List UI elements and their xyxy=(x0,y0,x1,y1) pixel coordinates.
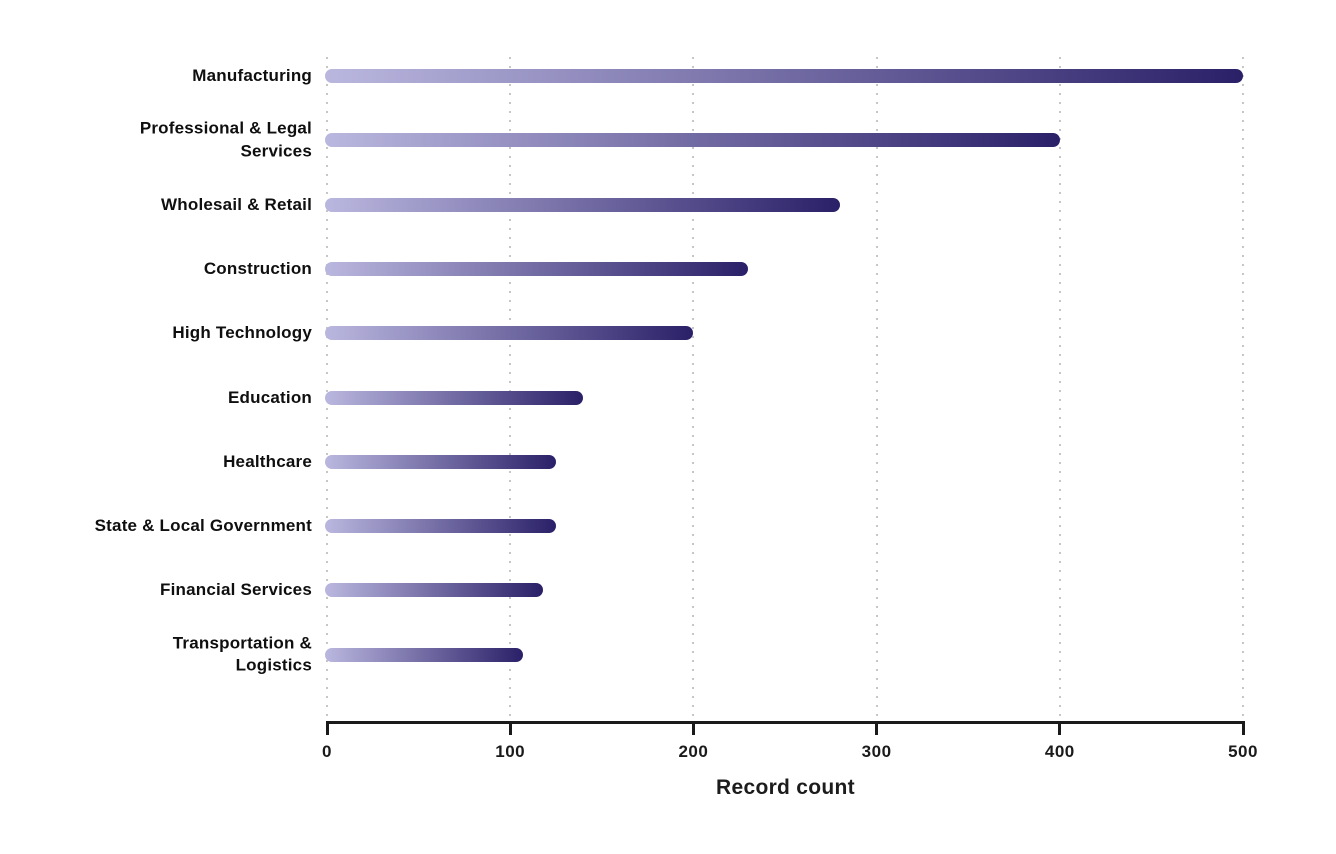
bar xyxy=(325,261,749,276)
x-axis-tick-label: 200 xyxy=(678,742,709,761)
category-label: Education xyxy=(228,387,312,407)
x-axis-tick-label: 0 xyxy=(322,742,332,761)
x-axis-tick xyxy=(1058,721,1062,735)
category-label: State & Local Government xyxy=(94,515,312,535)
category-label: Wholesail & Retail xyxy=(161,194,312,214)
bar xyxy=(325,390,584,405)
x-axis-line xyxy=(326,721,1245,724)
gridline xyxy=(875,57,878,717)
x-axis-tick-label: 400 xyxy=(1044,742,1075,761)
gridline xyxy=(326,57,328,717)
x-axis-tick xyxy=(691,721,695,735)
gridline xyxy=(692,57,695,717)
bar xyxy=(325,454,556,469)
bar xyxy=(325,647,524,662)
bar xyxy=(325,519,556,534)
bar xyxy=(325,197,840,212)
category-label: Manufacturing xyxy=(192,65,312,85)
x-axis-tick-label: 500 xyxy=(1228,742,1258,761)
bar xyxy=(325,326,694,341)
x-axis-tick-label: 300 xyxy=(861,742,892,761)
category-label: Professional & Legal Services xyxy=(139,118,312,161)
x-axis-tick xyxy=(875,721,879,735)
gridline xyxy=(1242,57,1244,717)
category-label: Healthcare xyxy=(223,451,312,471)
bar xyxy=(325,583,544,598)
gridline xyxy=(1058,57,1061,717)
category-label: High Technology xyxy=(172,322,312,342)
category-label: Financial Services xyxy=(160,580,312,600)
x-axis-tick xyxy=(508,721,512,735)
x-axis-tick xyxy=(325,721,329,735)
category-label: Construction xyxy=(203,258,312,278)
bar xyxy=(325,69,1243,83)
x-axis-title: Record count xyxy=(716,776,855,799)
bar xyxy=(325,133,1060,148)
category-label: Transportation & Logistics xyxy=(172,633,312,675)
gridline xyxy=(509,57,512,717)
x-axis-tick xyxy=(1241,721,1245,735)
x-axis-tick-label: 100 xyxy=(495,742,526,761)
